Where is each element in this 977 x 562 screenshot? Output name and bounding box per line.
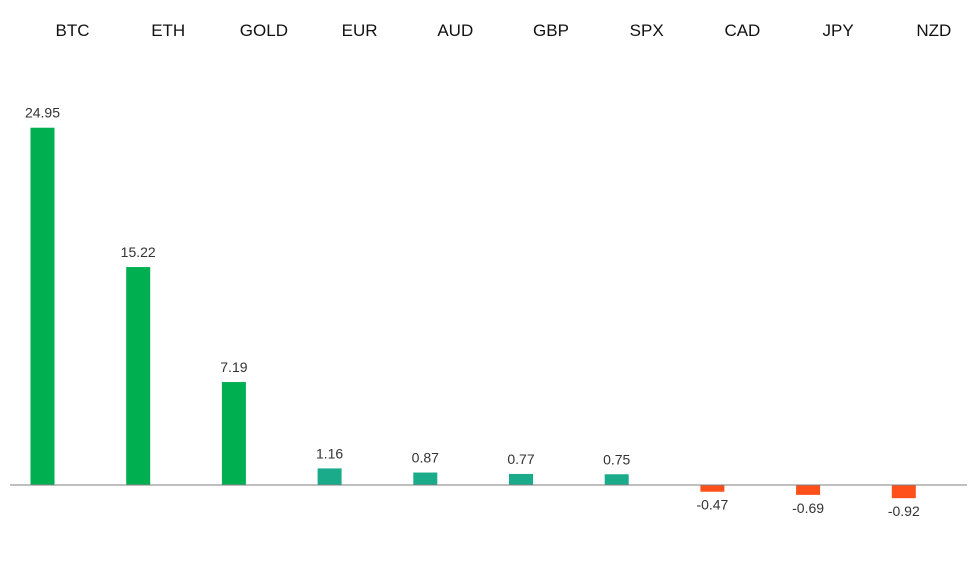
bar-cad <box>700 485 725 492</box>
value-label-gold: 7.19 <box>220 359 247 375</box>
category-label-aud: AUD <box>437 21 473 40</box>
category-label-btc: BTC <box>56 21 90 40</box>
category-label-eur: EUR <box>342 21 378 40</box>
value-label-aud: 0.87 <box>412 450 439 466</box>
bar-gbp <box>509 473 533 485</box>
category-label-gold: GOLD <box>240 21 288 40</box>
category-label-eth: ETH <box>151 21 185 40</box>
category-label-spx: SPX <box>630 21 664 40</box>
value-label-spx: 0.75 <box>603 451 630 467</box>
bar-jpy <box>796 485 821 495</box>
category-label-gbp: GBP <box>533 21 569 40</box>
value-label-btc: 24.95 <box>25 105 60 121</box>
bar-spx <box>604 474 629 485</box>
value-label-gbp: 0.77 <box>507 451 534 467</box>
bar-eur <box>317 468 342 485</box>
value-label-nzd: -0.92 <box>888 503 920 519</box>
bar-btc <box>30 127 55 485</box>
value-label-cad: -0.47 <box>696 497 728 513</box>
bars <box>30 127 916 499</box>
bar-nzd <box>891 485 916 499</box>
category-label-jpy: JPY <box>823 21 854 40</box>
category-label-cad: CAD <box>724 21 760 40</box>
value-labels: 24.95 15.22 7.19 1.16 0.87 0.77 0.75 -0.47 -0.69… <box>25 105 920 519</box>
bar-gold <box>221 382 246 485</box>
value-label-eur: 1.16 <box>316 445 343 461</box>
value-label-jpy: -0.69 <box>792 500 824 516</box>
value-label-eth: 15.22 <box>121 244 156 260</box>
category-label-nzd: NZD <box>916 21 951 40</box>
bar-eth <box>126 267 151 485</box>
category-labels: BTC ETH GOLD EUR AUD GBP SPX CAD JPY NZD <box>56 21 952 40</box>
bar-aud <box>413 472 438 485</box>
